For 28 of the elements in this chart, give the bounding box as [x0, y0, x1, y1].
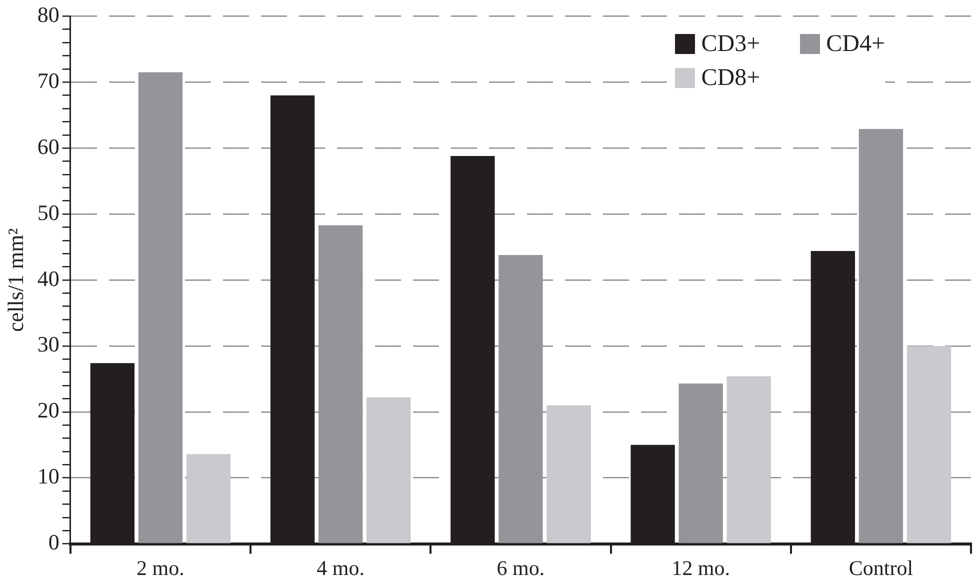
- x-tick-label: 6 mo.: [496, 556, 545, 580]
- legend-label: CD8+: [701, 64, 760, 92]
- y-tick-label: 60: [37, 134, 60, 159]
- y-tick-label: 30: [37, 332, 60, 357]
- y-tick-label: 40: [37, 266, 60, 291]
- bar: [138, 72, 183, 544]
- legend-label: CD3+: [701, 30, 760, 58]
- bar: [546, 405, 591, 544]
- x-tick-label: 12 mo.: [672, 556, 730, 580]
- x-tick-label: 4 mo.: [316, 556, 364, 580]
- bar: [186, 454, 231, 544]
- y-tick-label: 0: [48, 530, 60, 555]
- x-tick-label: 2 mo.: [136, 556, 184, 580]
- bar: [318, 225, 363, 544]
- bar: [678, 384, 723, 544]
- y-tick-label: 20: [37, 398, 60, 423]
- bar: [366, 397, 411, 544]
- y-tick-label: 80: [37, 2, 60, 27]
- bar: [498, 254, 543, 544]
- x-tick-label: Control: [848, 556, 914, 580]
- y-tick-label: 50: [37, 200, 60, 225]
- bar: [726, 376, 771, 544]
- y-tick-label: 70: [37, 68, 60, 93]
- bar: [858, 128, 904, 544]
- y-tick-label: 10: [37, 464, 60, 489]
- legend-label: CD4+: [826, 30, 885, 58]
- bar: [906, 346, 952, 544]
- y-axis-title: cells/1 mm²: [2, 228, 28, 332]
